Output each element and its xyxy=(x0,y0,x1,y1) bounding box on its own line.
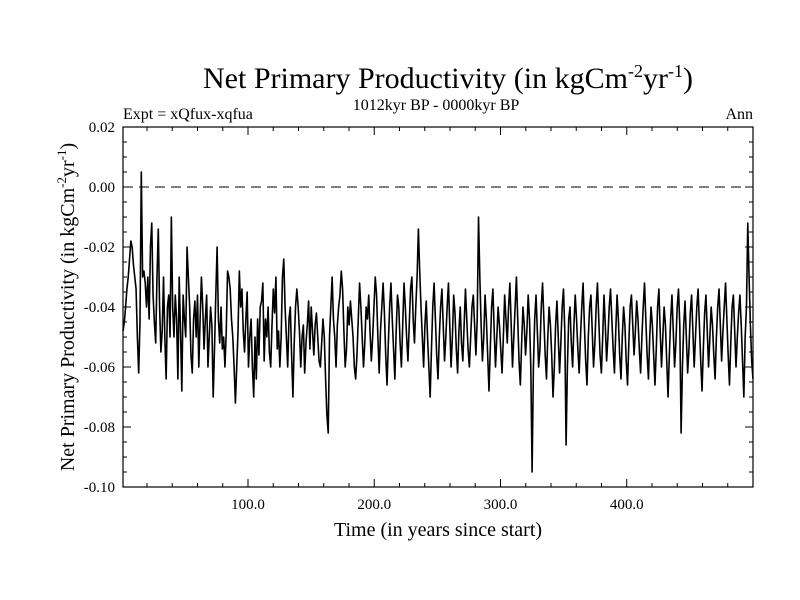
x-tick-label: 200.0 xyxy=(357,497,391,513)
season-label: Ann xyxy=(725,106,753,123)
time-range-subtitle: 1012kyr BP - 0000kyr BP xyxy=(353,97,520,114)
y-tick-label: -0.02 xyxy=(84,240,115,256)
experiment-label: Expt = xQfux-xqfua xyxy=(123,106,253,123)
x-tick-label: 100.0 xyxy=(231,497,265,513)
y-axis: 0.02 0.00 -0.02 -0.04 -0.06 -0.08 -0.10 xyxy=(84,120,753,496)
x-tick-label: 400.0 xyxy=(610,497,644,513)
y-tick-label: 0.00 xyxy=(89,180,115,196)
y-axis-label: Net Primary Productivity (in kgCm-2yr-1) xyxy=(54,143,79,471)
y-tick-label: -0.08 xyxy=(84,420,115,436)
chart-title: Net Primary Productivity (in kgCm-2yr-1) xyxy=(203,61,693,95)
y-tick-label: -0.04 xyxy=(84,300,116,316)
data-series-line xyxy=(122,171,754,473)
x-axis-label: Time (in years since start) xyxy=(334,519,542,541)
y-tick-label: 0.02 xyxy=(89,120,115,136)
y-tick-label: -0.06 xyxy=(84,360,116,376)
x-axis: 100.0 200.0 300.0 400.0 xyxy=(146,127,729,513)
y-tick-label: -0.10 xyxy=(84,480,115,496)
x-tick-label: 300.0 xyxy=(484,497,518,513)
